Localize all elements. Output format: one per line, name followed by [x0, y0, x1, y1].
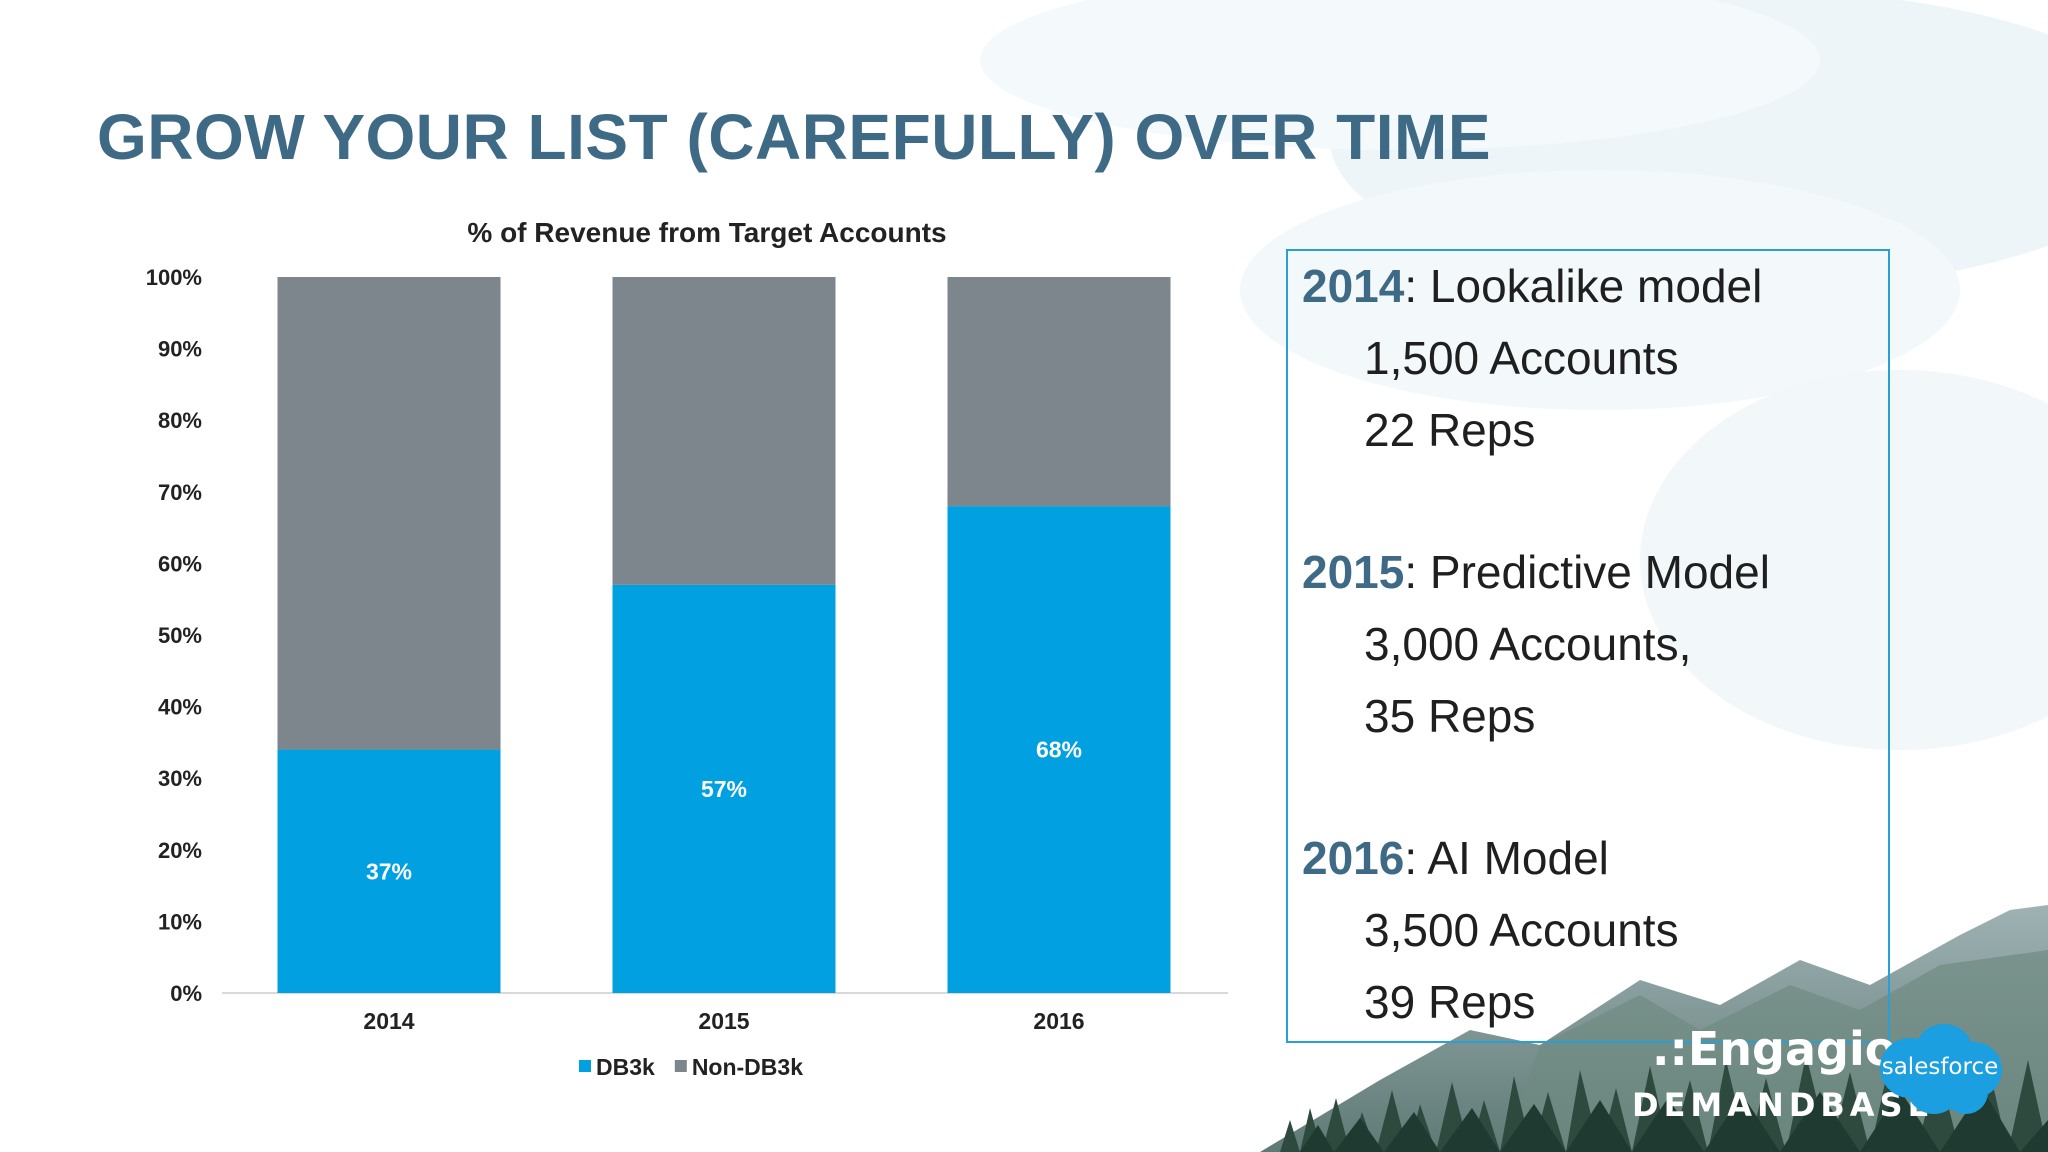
salesforce-logo-text: salesforce — [1881, 1054, 1999, 1080]
info-2015-model: : Predictive Model — [1404, 546, 1770, 598]
y-tick-label: 30% — [158, 766, 202, 791]
y-tick-label: 80% — [158, 408, 202, 433]
legend-swatch-db3k — [579, 1060, 591, 1072]
x-category-label: 2016 — [1033, 1008, 1084, 1034]
info-2016-accounts: 3,500 Accounts — [1364, 904, 1679, 956]
info-2014-year: 2014 — [1302, 260, 1405, 312]
legend: DB3k Non-DB3k — [579, 1054, 803, 1080]
y-tick-label: 70% — [158, 480, 202, 505]
engagio-logo: .:Engagio — [1652, 1022, 1897, 1076]
info-2015-accounts: 3,000 Accounts, — [1364, 618, 1692, 670]
x-category-label: 2014 — [363, 1008, 414, 1034]
y-tick-label: 0% — [170, 981, 202, 1006]
demandbase-logo: DEMANDBASE — [1632, 1086, 1935, 1124]
data-label-2015: 57% — [701, 776, 747, 802]
legend-swatch-non-db3k — [674, 1060, 687, 1072]
bar-segment-non-db3k-2015 — [612, 277, 836, 585]
y-tick-label: 40% — [158, 695, 202, 720]
x-category-label: 2015 — [698, 1008, 749, 1034]
y-tick-label: 50% — [158, 623, 202, 648]
info-2014-model: : Lookalike model — [1404, 260, 1763, 312]
y-axis-ticks: 0% 10% 20% 30% 40% 50% 60% 70% 80% 90% 100% — [146, 265, 202, 1006]
info-2016-year: 2016 — [1302, 832, 1405, 884]
info-2015-heading: 2015: Predictive Model — [1302, 545, 1770, 599]
y-tick-label: 90% — [158, 337, 202, 362]
info-2016-model: : AI Model — [1404, 832, 1609, 884]
info-2014-heading: 2014: Lookalike model — [1302, 259, 1762, 313]
sky-wash — [980, 0, 2048, 750]
data-label-2016: 68% — [1036, 737, 1082, 763]
info-2015-reps: 35 Reps — [1364, 690, 1536, 742]
info-2015-year: 2015 — [1302, 546, 1405, 598]
x-axis-categories: 2014 2015 2016 — [363, 1008, 1084, 1034]
info-2016-reps: 39 Reps — [1364, 976, 1536, 1028]
y-tick-label: 100% — [146, 265, 202, 290]
chart-title: % of Revenue from Target Accounts — [467, 217, 946, 248]
y-tick-label: 60% — [158, 551, 202, 576]
y-tick-label: 20% — [158, 838, 202, 863]
bar-segment-non-db3k-2016 — [947, 277, 1171, 507]
salesforce-cloud-icon — [1880, 1024, 2002, 1114]
legend-label-non-db3k: Non-DB3k — [692, 1054, 803, 1080]
bars: 37% 57% 68% — [277, 277, 1171, 993]
y-tick-label: 10% — [158, 909, 202, 934]
bar-segment-non-db3k-2014 — [277, 277, 501, 750]
data-label-2014: 37% — [366, 858, 412, 884]
forest-front — [1300, 1088, 2048, 1152]
bar-segment-db3k-2016 — [947, 506, 1171, 993]
forest — [1280, 1045, 2048, 1152]
info-2016-heading: 2016: AI Model — [1302, 831, 1609, 885]
bar-segment-db3k-2014 — [277, 749, 501, 993]
model-info-box: 2014: Lookalike model 1,500 Accounts 22 … — [1286, 249, 1890, 1043]
bar-segment-db3k-2015 — [612, 584, 836, 993]
slide-title: GROW YOUR LIST (CAREFULLY) OVER TIME — [97, 101, 1492, 173]
info-2014-reps: 22 Reps — [1364, 404, 1536, 456]
legend-label-db3k: DB3k — [596, 1054, 655, 1080]
info-2014-accounts: 1,500 Accounts — [1364, 332, 1679, 384]
